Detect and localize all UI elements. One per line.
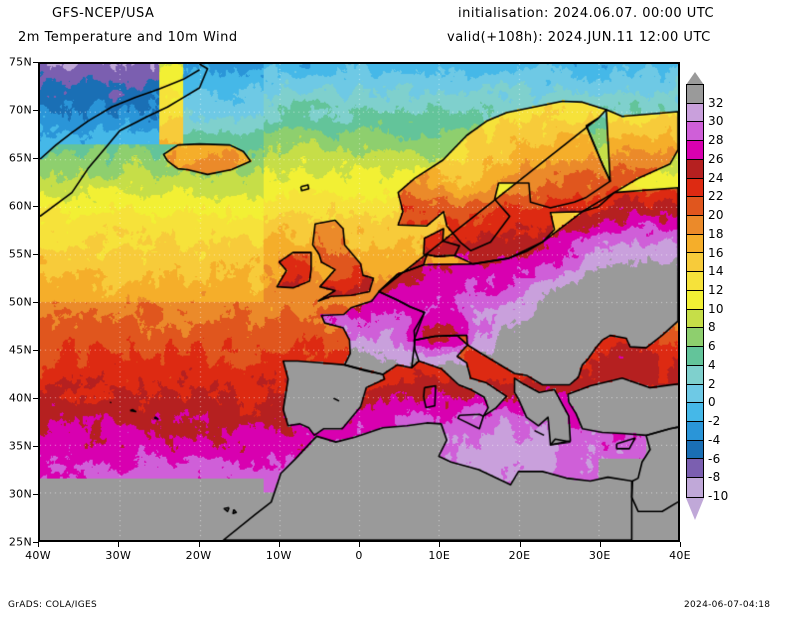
x-axis-tick	[680, 542, 681, 547]
colorbar-swatch	[687, 103, 703, 123]
colorbar-tick-label: 10	[708, 301, 724, 316]
colorbar-swatch	[687, 478, 703, 497]
y-axis-label: 35N	[8, 439, 32, 453]
x-axis-label: 0	[355, 549, 363, 562]
y-axis-label: 65N	[8, 151, 32, 165]
y-axis-label: 30N	[8, 487, 32, 501]
colorbar-extend-low-triangle	[686, 498, 704, 520]
y-axis-label: 50N	[8, 295, 32, 309]
colorbar-swatch	[687, 290, 703, 310]
colorbar-swatch	[687, 309, 703, 329]
colorbar-swatch	[687, 253, 703, 273]
map-raster	[40, 64, 678, 540]
colorbar-tick-label: 8	[708, 320, 716, 335]
colorbar-swatch	[687, 328, 703, 348]
y-axis-tick	[33, 254, 38, 255]
colorbar-swatch	[687, 347, 703, 366]
x-axis-label: 30E	[588, 549, 611, 562]
x-axis-tick	[38, 542, 39, 547]
footer-timestamp: 2024-06-07-04:18	[684, 600, 771, 610]
colorbar-tick-label: 4	[708, 357, 716, 372]
colorbar-tick-label: -4	[708, 432, 721, 447]
x-axis-tick	[278, 542, 280, 547]
colorbar-swatch	[687, 197, 703, 217]
x-axis-tick	[599, 542, 601, 547]
colorbar-tick-label: 6	[708, 339, 716, 354]
x-axis-label: 40W	[25, 549, 51, 562]
x-axis-tick	[519, 542, 521, 547]
colorbar-swatch	[687, 216, 703, 235]
colorbar-swatch	[687, 384, 703, 404]
x-axis-label: 20W	[185, 549, 212, 562]
x-axis-label: 10E	[428, 549, 451, 562]
y-axis-label: 75N	[8, 55, 32, 69]
y-axis-label: 40N	[8, 391, 32, 405]
colorbar-swatch	[687, 85, 703, 104]
x-axis-label: 30W	[105, 549, 132, 562]
colorbar-tick-label: 2	[708, 376, 716, 391]
header-valid-time: valid(+108h): 2024.JUN.11 12:00 UTC	[447, 30, 711, 45]
y-axis-tick	[33, 110, 38, 111]
x-axis-label: 20E	[508, 549, 531, 562]
y-axis-tick	[33, 62, 38, 63]
colorbar-swatch	[687, 122, 703, 142]
colorbar-tick-label: 30	[708, 114, 724, 129]
colorbar-tick-label: 18	[708, 226, 724, 241]
colorbar-swatch	[687, 440, 703, 460]
colorbar-tick-label: 12	[708, 283, 724, 297]
y-axis-tick	[33, 446, 38, 447]
footer-credit: GrADS: COLA/IGES	[8, 600, 97, 610]
colorbar-tick-label: 16	[708, 245, 724, 260]
header-initialisation: initialisation: 2024.06.07. 00:00 UTC	[458, 6, 715, 21]
colorbar-tick-label: 20	[708, 208, 724, 223]
colorbar-tick-label: 24	[708, 170, 724, 185]
colorbar-tick-label: 26	[708, 151, 724, 166]
colorbar-tick-label: -2	[708, 414, 721, 429]
y-axis-tick	[33, 350, 38, 351]
temperature-colorbar	[686, 84, 704, 498]
colorbar-tick-label: 22	[708, 189, 724, 204]
y-axis-label: 45N	[8, 343, 32, 357]
y-axis-tick	[33, 302, 38, 303]
colorbar-tick-label: -6	[708, 451, 721, 466]
colorbar-swatch	[687, 459, 703, 479]
colorbar-swatch	[687, 403, 703, 422]
temperature-map-plot	[38, 62, 680, 542]
colorbar-tick-label: -10	[708, 489, 729, 503]
y-axis-tick	[33, 398, 38, 399]
y-axis-label: 70N	[8, 103, 32, 117]
colorbar-swatch	[687, 159, 703, 179]
x-axis-tick	[439, 542, 441, 547]
colorbar-swatch	[687, 365, 703, 385]
x-axis-label: 40E	[669, 549, 691, 562]
y-axis-tick	[33, 158, 38, 159]
x-axis-tick	[359, 542, 360, 547]
colorbar-tick-label: -8	[708, 470, 721, 485]
y-axis-label: 60N	[8, 199, 32, 213]
y-axis-label: 55N	[8, 247, 32, 261]
y-axis-tick	[33, 494, 38, 495]
header-model-name: GFS-NCEP/USA	[52, 6, 155, 21]
y-axis-tick	[33, 206, 38, 207]
colorbar-tick-label: 0	[708, 395, 716, 410]
colorbar-tick-label: 14	[708, 264, 724, 279]
colorbar-tick-label: 28	[708, 133, 724, 148]
y-axis-tick	[33, 542, 38, 543]
x-axis-tick	[118, 542, 120, 547]
x-axis-label: 10W	[265, 549, 292, 562]
y-axis-label: 25N	[8, 535, 32, 549]
colorbar-swatch	[687, 141, 703, 160]
colorbar-swatch	[687, 234, 703, 254]
colorbar-extend-high-triangle	[686, 72, 704, 85]
x-axis-tick	[198, 542, 200, 547]
colorbar-swatch	[687, 421, 703, 441]
colorbar-tick-label: 32	[708, 95, 724, 110]
header-field-title: 2m Temperature and 10m Wind	[18, 30, 238, 45]
colorbar-swatch	[687, 178, 703, 198]
colorbar-swatch	[687, 272, 703, 291]
